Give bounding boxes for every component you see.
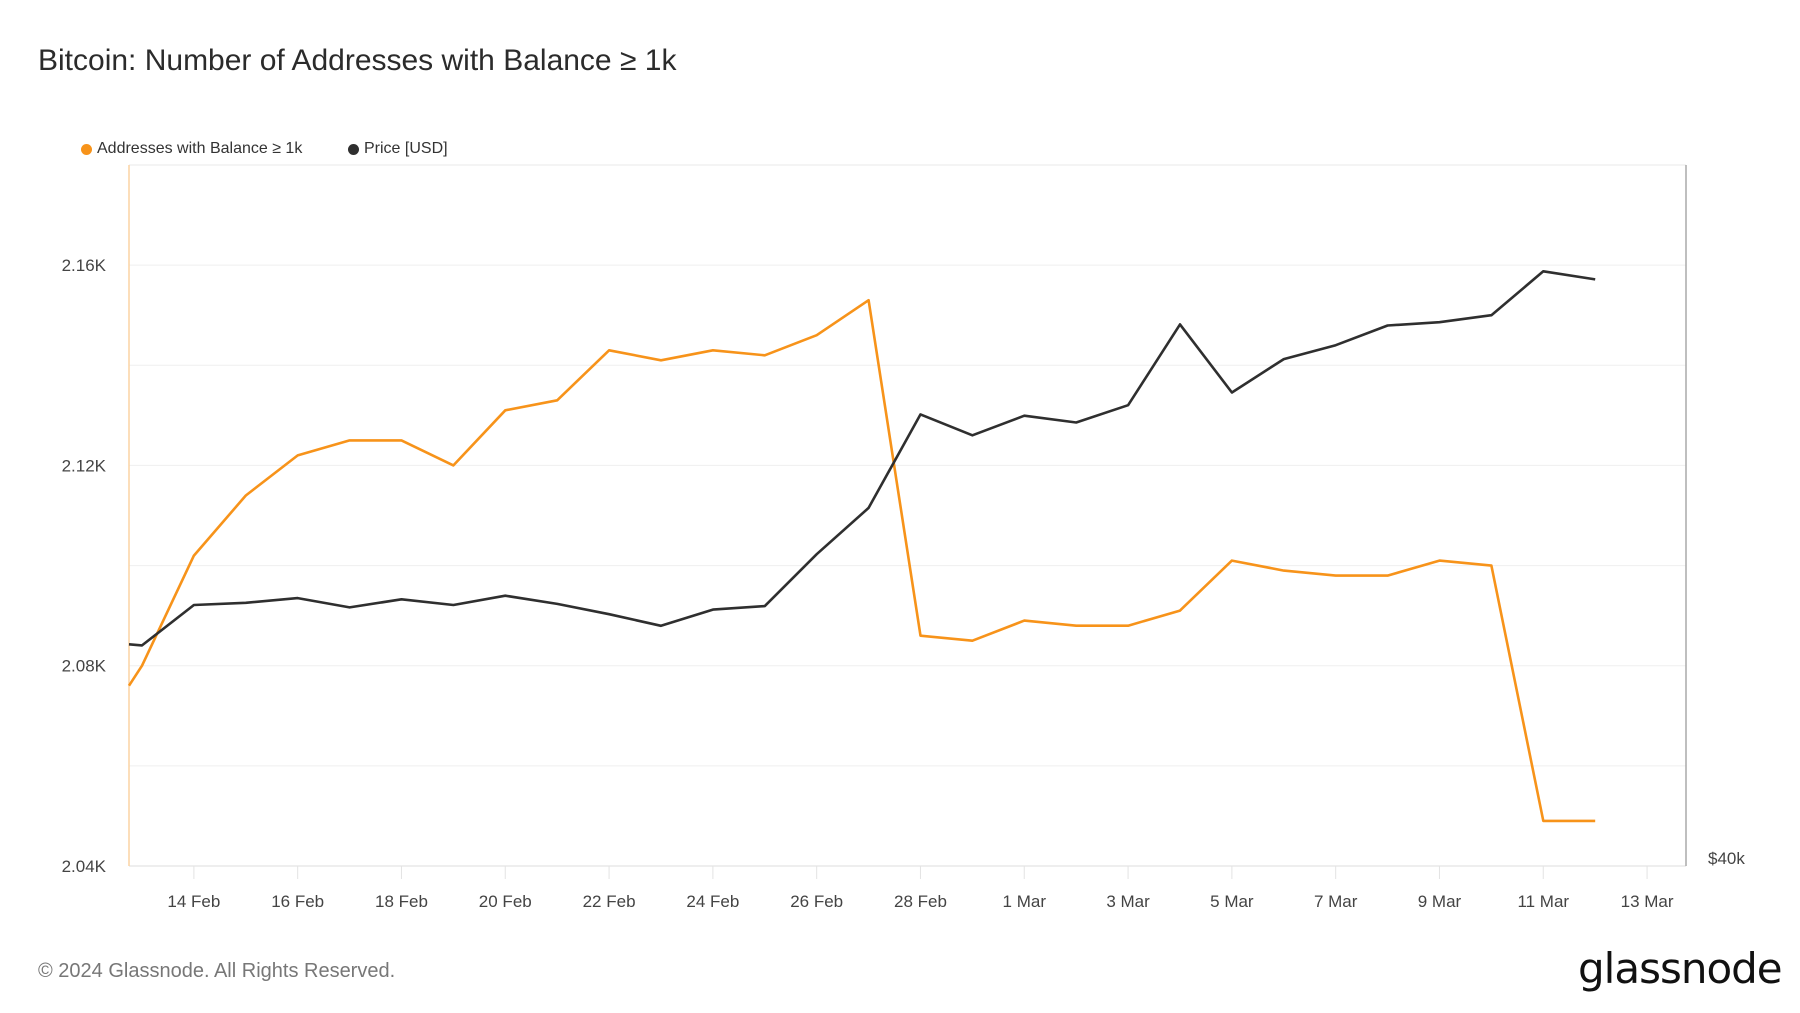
- series-line-addresses: [127, 298, 1596, 823]
- y-tick-label: 2.04K: [62, 857, 107, 876]
- legend-label: Addresses with Balance ≥ 1k: [97, 140, 303, 157]
- x-tick-label: 26 Feb: [790, 892, 843, 911]
- legend-item-addresses[interactable]: Addresses with Balance ≥ 1k: [81, 140, 302, 158]
- x-tick-label: 5 Mar: [1210, 892, 1254, 911]
- x-tick-label: 3 Mar: [1106, 892, 1150, 911]
- x-tick-label: 18 Feb: [375, 892, 428, 911]
- x-tick-label: 16 Feb: [271, 892, 324, 911]
- copyright: © 2024 Glassnode. All Rights Reserved.: [38, 960, 396, 982]
- x-tick-label: 24 Feb: [686, 892, 739, 911]
- glassnode-logo: glassnode: [1578, 944, 1783, 993]
- x-tick-label: 7 Mar: [1314, 892, 1358, 911]
- x-tick-label: 11 Mar: [1517, 892, 1569, 911]
- y-right-tick-label: $40k: [1708, 849, 1745, 868]
- x-tick-label: 1 Mar: [1003, 892, 1047, 911]
- x-tick-label: 22 Feb: [583, 892, 636, 911]
- y-tick-label: 2.16K: [62, 256, 107, 275]
- series-line-price: [128, 269, 1596, 647]
- legend-item-price[interactable]: Price [USD]: [348, 140, 448, 158]
- chart-title: Bitcoin: Number of Addresses with Balanc…: [38, 44, 677, 77]
- legend-label: Price [USD]: [364, 140, 448, 157]
- y-tick-label: 2.12K: [62, 456, 107, 475]
- legend-dot-orange: [81, 143, 92, 155]
- x-tick-label: 20 Feb: [479, 892, 532, 911]
- x-tick-label: 14 Feb: [167, 892, 220, 911]
- x-tick-label: 28 Feb: [894, 892, 947, 911]
- y-tick-label: 2.08K: [62, 657, 107, 676]
- x-tick-label: 9 Mar: [1418, 892, 1462, 911]
- x-tick-label: 13 Mar: [1621, 892, 1674, 911]
- legend-dot-dark: [348, 143, 359, 155]
